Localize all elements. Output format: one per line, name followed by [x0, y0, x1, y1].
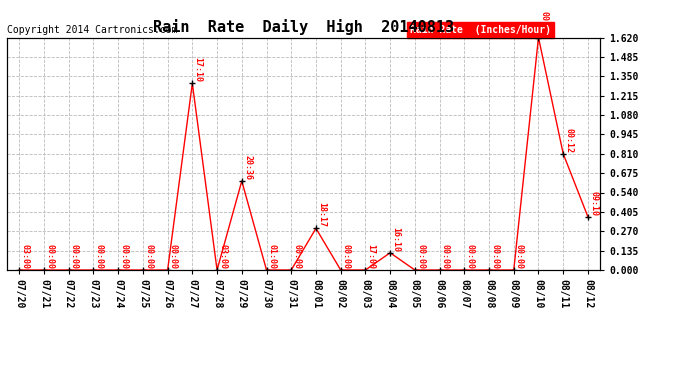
Text: 00:00: 00:00: [540, 11, 549, 36]
Text: 17:10: 17:10: [194, 57, 203, 82]
Text: 00:00: 00:00: [441, 244, 450, 269]
Text: 00:00: 00:00: [416, 244, 425, 269]
Text: 00:00: 00:00: [95, 244, 103, 269]
Title: Rain  Rate  Daily  High  20140813: Rain Rate Daily High 20140813: [153, 19, 454, 35]
Text: 00:00: 00:00: [70, 244, 79, 269]
Text: 03:00: 03:00: [218, 244, 227, 269]
Text: 00:00: 00:00: [466, 244, 475, 269]
Text: 00:00: 00:00: [293, 244, 302, 269]
Text: 00:00: 00:00: [515, 244, 524, 269]
Text: 03:00: 03:00: [21, 244, 30, 269]
Text: 09:10: 09:10: [589, 191, 598, 216]
Text: 01:00: 01:00: [268, 244, 277, 269]
Text: Rain Rate  (Inches/Hour): Rain Rate (Inches/Hour): [411, 25, 551, 35]
Text: 00:00: 00:00: [46, 244, 55, 269]
Text: 18:17: 18:17: [317, 202, 326, 227]
Text: 00:12: 00:12: [564, 128, 573, 153]
Text: Copyright 2014 Cartronics.com: Copyright 2014 Cartronics.com: [7, 25, 177, 35]
Text: 20:36: 20:36: [243, 155, 252, 180]
Text: 00:00: 00:00: [169, 244, 178, 269]
Text: 00:00: 00:00: [491, 244, 500, 269]
Text: 00:00: 00:00: [342, 244, 351, 269]
Text: 00:00: 00:00: [144, 244, 153, 269]
Text: 16:10: 16:10: [391, 226, 400, 252]
Text: 17:00: 17:00: [366, 244, 375, 269]
Text: 00:00: 00:00: [119, 244, 128, 269]
